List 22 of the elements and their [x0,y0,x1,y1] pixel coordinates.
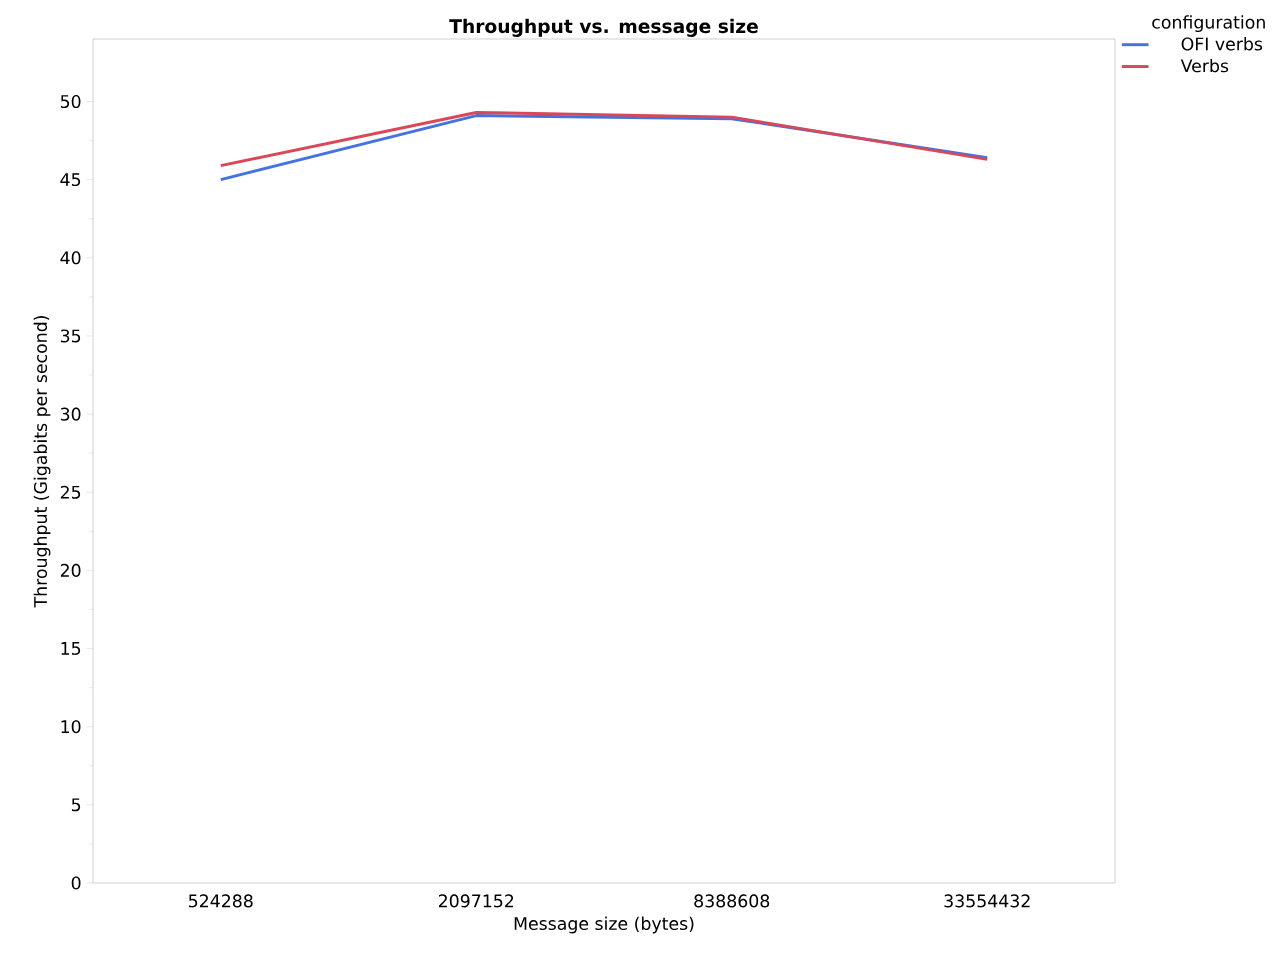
y-tick-label: 35 [60,329,81,343]
y-tick-label: 50 [60,94,81,109]
x-tick-label: 524288 [189,894,253,908]
y-axis-title: Throughput (Gigabits per second) [33,316,51,608]
legend-label: OFI verbs [1181,37,1263,51]
x-tick-label: 8388608 [694,894,770,908]
x-axis-title: Message size (bytes) [514,916,694,934]
y-tick-label: 5 [71,798,81,812]
y-tick-label: 40 [60,251,81,265]
y-tick-label: 15 [61,642,81,655]
legend-title: configuration [1152,15,1265,33]
y-tick-label: 45 [60,173,81,187]
y-tick-label: 0 [71,876,81,890]
x-tick-label: 33554432 [944,894,1030,908]
y-tick-label: 30 [60,407,81,421]
y-tick-label: 25 [60,485,81,499]
legend-label: Verbs [1180,58,1229,73]
x-tick-label: 2097152 [438,894,514,908]
y-tick-label: 20 [60,563,81,577]
y-tick-label: 10 [61,720,81,734]
chart-title: Throughput vs. message size [449,18,758,37]
line-series [219,110,989,168]
